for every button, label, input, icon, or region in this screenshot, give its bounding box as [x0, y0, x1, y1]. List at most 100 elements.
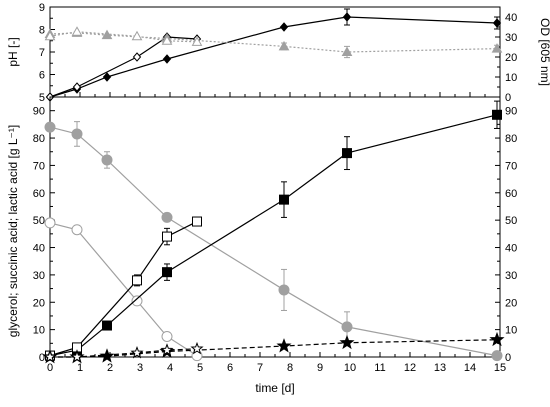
- series: [44, 121, 503, 362]
- x-tick-label: 9: [317, 362, 323, 374]
- data-point: [492, 18, 502, 28]
- x-tick-label: 6: [227, 362, 233, 374]
- data-point: [71, 224, 83, 236]
- x-tick-label: 1: [77, 362, 83, 374]
- data-point: [72, 82, 82, 92]
- bottom-y-axis-title: glycerol; succinic acid; lactic acid [g …: [6, 125, 20, 337]
- series-line: [49, 16, 498, 98]
- series: [45, 8, 502, 102]
- y-right-tick-label: 0: [505, 92, 511, 104]
- y-right-tick-label: 20: [505, 52, 517, 64]
- x-tick-label: 3: [137, 362, 143, 374]
- data-point: [191, 350, 203, 362]
- y-right-tick-label: 10: [505, 72, 517, 84]
- y-left-tick-label: 60: [33, 188, 45, 200]
- series: [45, 216, 202, 361]
- y-left-tick-label: 70: [33, 160, 45, 172]
- x-tick-label: 15: [494, 362, 506, 374]
- x-tick-label: 2: [107, 362, 113, 374]
- x-tick-label: 11: [374, 362, 385, 374]
- data-point: [162, 231, 172, 242]
- series: [43, 341, 204, 363]
- data-point: [101, 29, 113, 40]
- bottom-plot-frame: [49, 96, 501, 358]
- y-left-tick-label: 9: [39, 2, 45, 14]
- series: [42, 331, 505, 364]
- series: [44, 27, 503, 59]
- y-left-tick-label: 10: [33, 325, 45, 337]
- data-point: [276, 338, 292, 353]
- top-y-right-title: OD [605 nm]: [538, 18, 550, 86]
- series-line: [49, 222, 198, 357]
- y-left-tick-label: 40: [33, 243, 45, 255]
- top-y-left-title: pH [-]: [6, 37, 20, 66]
- y-left-tick-label: 6: [39, 70, 45, 82]
- data-point: [162, 267, 172, 278]
- y-right-tick-label: 90: [505, 106, 517, 118]
- series: [45, 100, 502, 361]
- y-right-tick-label: 0: [505, 352, 511, 364]
- series-line: [50, 348, 198, 358]
- top-panel: 5 6 7 8 9 0 10 20 30 40 pH [-] OD [605 nm]: [6, 2, 550, 104]
- series-line: [49, 32, 498, 53]
- x-tick-label: 14: [464, 362, 476, 374]
- data-point: [70, 350, 84, 363]
- y-right-tick-label: 10: [505, 325, 517, 337]
- data-point: [491, 350, 503, 362]
- series: [44, 217, 203, 362]
- data-point: [161, 211, 173, 223]
- data-point: [278, 40, 290, 51]
- y-left-tick-label: 30: [33, 270, 45, 282]
- data-point: [278, 284, 290, 296]
- data-point: [492, 109, 502, 120]
- data-point: [342, 148, 352, 159]
- data-point: [101, 154, 113, 166]
- y-left-tick-label: 0: [39, 352, 45, 364]
- data-point: [71, 26, 83, 36]
- data-point: [71, 128, 83, 140]
- series-line: [49, 220, 198, 357]
- data-point: [131, 295, 143, 307]
- y-right-tick-label: 30: [505, 32, 517, 44]
- y-right-tick-label: 80: [505, 133, 517, 145]
- data-point: [192, 216, 202, 227]
- data-point: [339, 334, 355, 350]
- y-left-tick-label: 80: [33, 133, 45, 145]
- data-point: [489, 331, 505, 347]
- x-tick-label: 10: [344, 362, 356, 374]
- x-tick-label: 4: [167, 362, 173, 374]
- x-axis-title: time [d]: [255, 381, 294, 395]
- data-point: [132, 275, 142, 286]
- x-tick-label: 0: [47, 362, 53, 374]
- y-left-tick-label: 20: [33, 297, 45, 309]
- y-right-tick-label: 40: [505, 12, 517, 24]
- data-point: [190, 341, 204, 355]
- data-point: [279, 194, 289, 205]
- y-right-tick-label: 40: [505, 243, 517, 255]
- x-tick-label: 8: [287, 362, 293, 374]
- x-tick-label: 13: [434, 362, 446, 374]
- y-right-tick-label: 30: [505, 270, 517, 282]
- data-point: [341, 46, 353, 56]
- data-point: [44, 217, 56, 229]
- y-left-tick-label: 50: [33, 215, 45, 227]
- data-point: [342, 12, 352, 22]
- data-point: [160, 343, 174, 356]
- data-point: [44, 30, 56, 41]
- data-point: [102, 320, 112, 331]
- y-left-tick-label: 5: [39, 92, 45, 104]
- data-point: [161, 35, 173, 45]
- data-point: [191, 36, 203, 46]
- series-line: [49, 36, 198, 98]
- data-point: [130, 345, 144, 359]
- data-point: [162, 54, 172, 64]
- x-tick-label: 5: [197, 362, 203, 374]
- data-point: [43, 350, 57, 363]
- y-right-tick-label: 20: [505, 297, 517, 309]
- y-right-tick-label: 60: [505, 188, 517, 200]
- x-tick-label: 7: [257, 362, 263, 374]
- data-point: [102, 72, 112, 82]
- data-point: [132, 52, 142, 62]
